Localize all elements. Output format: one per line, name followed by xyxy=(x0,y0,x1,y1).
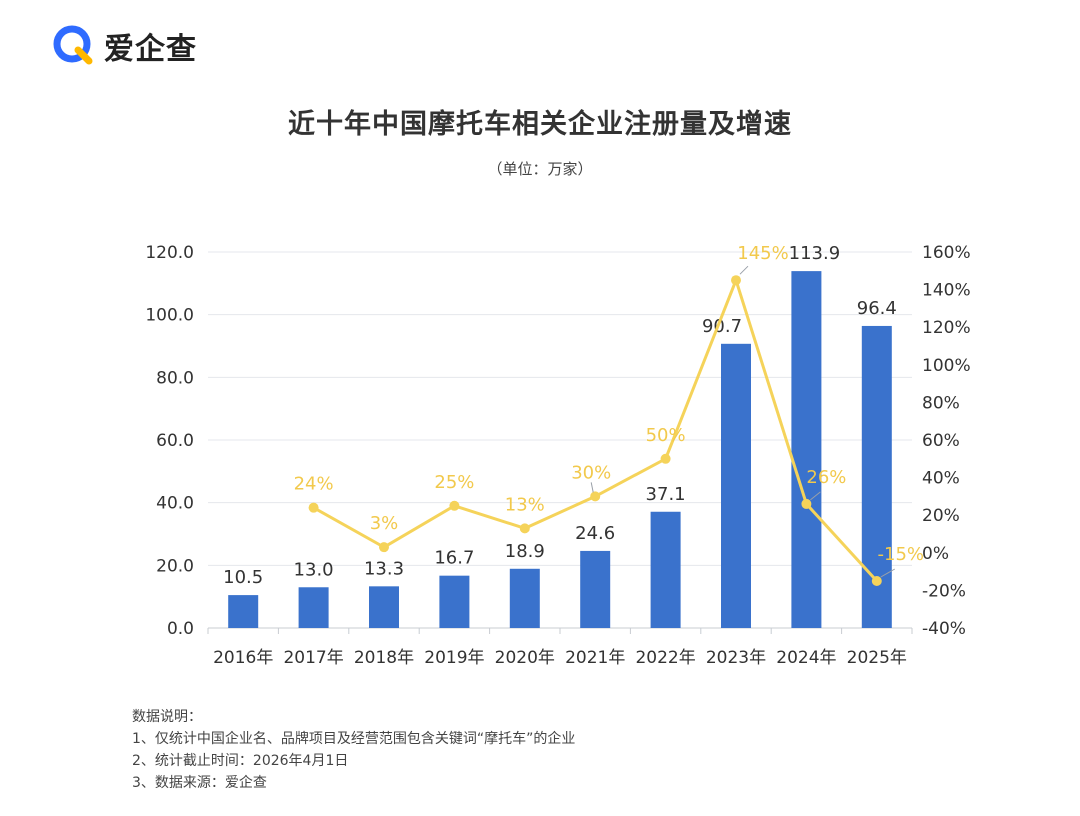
bar xyxy=(298,587,329,628)
search-magnifier-icon xyxy=(53,25,93,65)
chart-subtitle: （单位：万家） xyxy=(487,160,593,178)
bar-data-label: 24.6 xyxy=(575,523,615,544)
notes-item: 1、仅统计中国企业名、品牌项目及经营范围包含关键词“摩托车”的企业 xyxy=(132,731,576,747)
y-right-tick-label: 40% xyxy=(922,469,960,489)
x-tick-label: 2025年 xyxy=(847,648,907,668)
growth-point xyxy=(308,502,319,513)
label-leader-line xyxy=(739,265,749,275)
bar xyxy=(580,550,611,628)
chart-title: 近十年中国摩托车相关企业注册量及增速 xyxy=(288,109,792,140)
growth-point xyxy=(871,576,882,586)
bar-data-label: 37.1 xyxy=(646,484,686,505)
label-leader-line xyxy=(880,568,896,578)
y-right-tick-label: 60% xyxy=(922,431,960,451)
brand-name: 爱企查 xyxy=(104,32,197,67)
growth-data-label: 145% xyxy=(737,243,788,264)
brand-logo: 爱企查 xyxy=(52,24,197,68)
data-notes: 数据说明： 1、仅统计中国企业名、品牌项目及经营范围包含关键词“摩托车”的企业 … xyxy=(132,706,575,794)
x-tick-label: 2016年 xyxy=(213,648,273,668)
bar xyxy=(721,343,751,628)
growth-data-label: 26% xyxy=(806,467,846,488)
y-left-tick-label: 120.0 xyxy=(145,243,194,263)
x-tick-label: 2020年 xyxy=(495,648,555,668)
y-left-tick-label: 20.0 xyxy=(156,556,194,576)
bar-data-label: 90.7 xyxy=(702,316,742,337)
bar xyxy=(369,586,399,628)
bar xyxy=(650,511,681,628)
growth-data-label: 13% xyxy=(505,494,545,515)
y-right-tick-label: 140% xyxy=(922,281,971,301)
x-tick-label: 2019年 xyxy=(424,648,484,668)
y-left-tick-label: 0.0 xyxy=(167,619,194,639)
y-right-tick-label: 160% xyxy=(922,243,971,263)
bar xyxy=(791,271,822,628)
y-right-tick-label: 0% xyxy=(922,544,949,564)
bar xyxy=(228,595,259,628)
y-left-tick-label: 40.0 xyxy=(156,494,194,514)
growth-data-label: 30% xyxy=(571,462,611,483)
x-tick-label: 2023年 xyxy=(706,648,766,668)
y-right-tick-label: 80% xyxy=(922,393,960,413)
growth-point xyxy=(590,491,601,502)
growth-point xyxy=(660,453,671,464)
label-leader-line xyxy=(590,482,594,493)
y-left-tick-label: 100.0 xyxy=(145,306,194,326)
growth-point xyxy=(519,523,530,534)
bar-data-label: 18.9 xyxy=(505,541,545,562)
growth-data-label: 3% xyxy=(370,513,399,534)
x-tick-label: 2017年 xyxy=(283,648,343,668)
y-right-tick-label: -20% xyxy=(922,581,966,601)
bar-data-label: 16.7 xyxy=(434,548,474,569)
growth-data-label: 25% xyxy=(434,472,474,493)
growth-point xyxy=(801,498,812,509)
y-left-tick-label: 60.0 xyxy=(156,431,194,451)
x-tick-label: 2018年 xyxy=(354,648,414,668)
bar-data-label: 13.3 xyxy=(364,558,404,579)
bar-data-label: 10.5 xyxy=(223,567,263,588)
y-right-tick-label: 100% xyxy=(922,356,971,376)
label-leader-line xyxy=(810,491,821,501)
notes-item: 2、统计截止时间：2026年4月1日 xyxy=(132,753,349,769)
growth-data-label: -15% xyxy=(878,544,925,565)
y-right-tick-label: 120% xyxy=(922,318,971,338)
growth-data-label: 50% xyxy=(646,425,686,446)
bar-data-label: 96.4 xyxy=(857,298,897,319)
x-tick-label: 2021年 xyxy=(565,648,625,668)
bar-data-label: 113.9 xyxy=(789,243,841,264)
growth-point xyxy=(379,542,389,553)
notes-item: 3、数据来源：爱企查 xyxy=(132,775,267,791)
bar xyxy=(439,575,470,628)
y-right-tick-label: 20% xyxy=(922,506,960,526)
x-tick-label: 2022年 xyxy=(635,648,695,668)
x-tick-label: 2024年 xyxy=(776,648,836,668)
combo-chart: 0.0 20.0 40.0 60.0 80.0 100.0 120.0 -40% -20% 0% 2… xyxy=(145,243,971,668)
notes-heading: 数据说明： xyxy=(132,709,202,725)
y-right-tick-label: -40% xyxy=(922,619,966,639)
growth-point xyxy=(449,500,460,511)
growth-point xyxy=(731,275,741,286)
y-left-tick-label: 80.0 xyxy=(156,368,194,388)
growth-data-label: 24% xyxy=(294,474,334,495)
bar-data-label: 13.0 xyxy=(294,559,334,580)
bar xyxy=(509,568,540,628)
